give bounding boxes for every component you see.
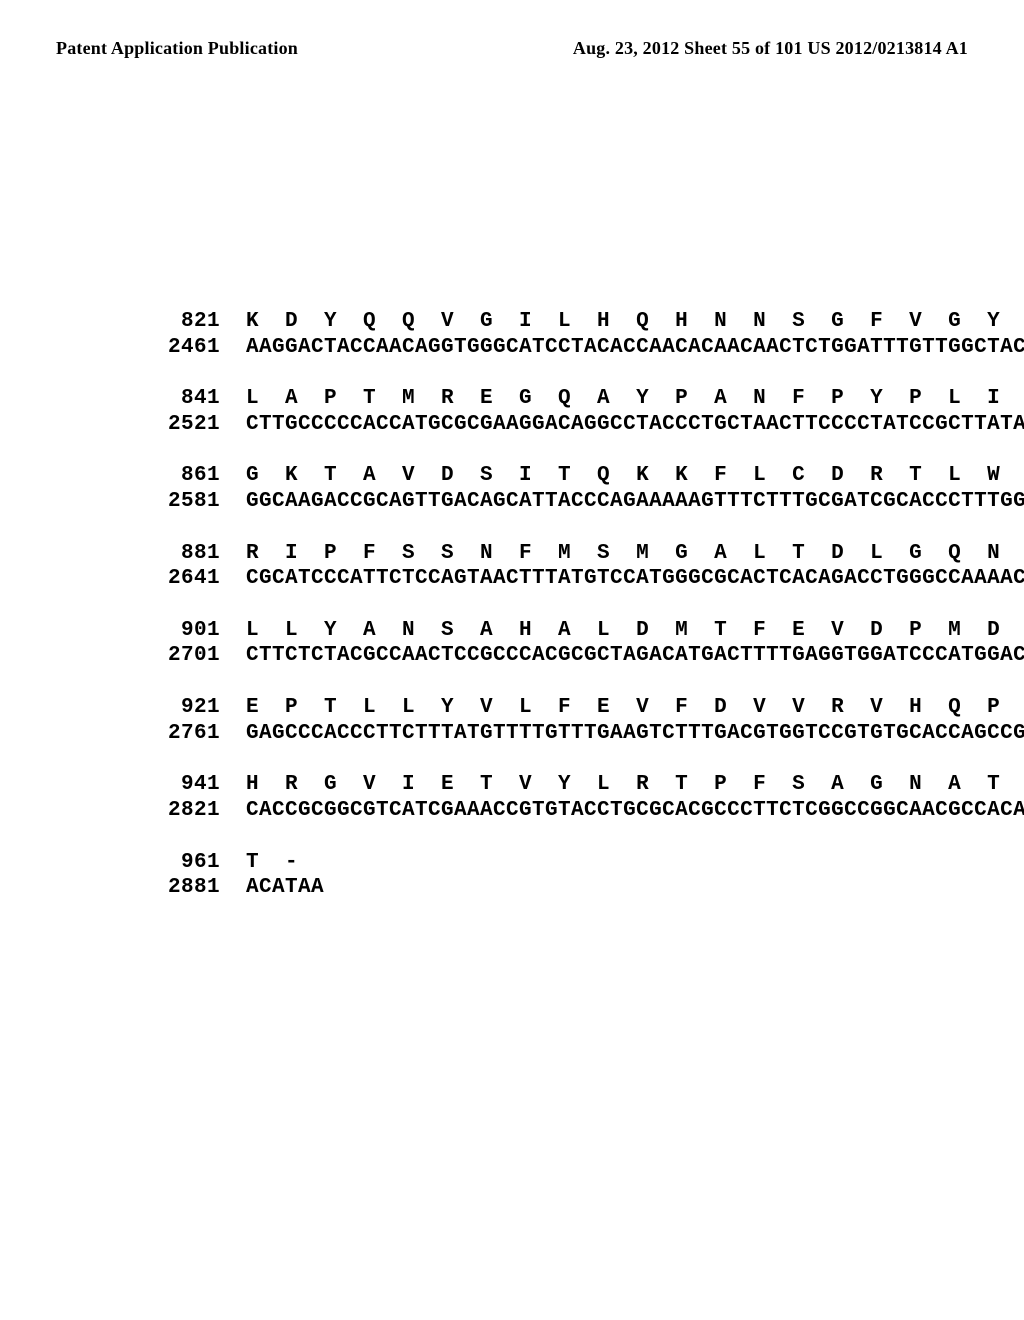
sequence-block: 861 G K T A V D S I T Q K K F L C D R T …: [0, 463, 1024, 514]
aa-sequence: H R G V I E T V Y L R T P F S A G N A T: [220, 773, 1000, 796]
dna-row: 2581 GGCAAGACCGCAGTTGACAGCATTACCCAGAAAAA…: [0, 489, 1024, 515]
dna-sequence: ACATAA: [220, 876, 324, 899]
amino-acid-row: 821 K D Y Q Q V G I L H Q H N N S G F V …: [0, 309, 1024, 335]
aa-sequence: L A P T M R E G Q A Y P A N F P Y P L I: [220, 387, 1000, 410]
dna-row: 2881 ACATAA: [0, 875, 1024, 901]
sequence-block: 821 K D Y Q Q V G I L H Q H N N S G F V …: [0, 309, 1024, 360]
sequence-block: 881 R I P F S S N F M S M G A L T D L G …: [0, 541, 1024, 592]
dna-row: 2461 AAGGACTACCAACAGGTGGGCATCCTACACCAACA…: [0, 335, 1024, 361]
sequence-block: 941 H R G V I E T V Y L R T P F S A G N …: [0, 772, 1024, 823]
dna-index: 2581: [150, 489, 220, 515]
dna-row: 2701 CTTCTCTACGCCAACTCCGCCCACGCGCTAGACAT…: [0, 643, 1024, 669]
dna-index: 2521: [150, 412, 220, 438]
aa-sequence: K D Y Q Q V G I L H Q H N N S G F V G Y: [220, 310, 1000, 333]
aa-index: 961: [150, 850, 220, 876]
dna-sequence: CACCGCGGCGTCATCGAAACCGTGTACCTGCGCACGCCCT…: [220, 799, 1024, 822]
amino-acid-row: 941 H R G V I E T V Y L R T P F S A G N …: [0, 772, 1024, 798]
dna-row: 2821 CACCGCGGCGTCATCGAAACCGTGTACCTGCGCAC…: [0, 798, 1024, 824]
dna-index: 2761: [150, 721, 220, 747]
amino-acid-row: 961 T -: [0, 850, 1024, 876]
dna-sequence: GGCAAGACCGCAGTTGACAGCATTACCCAGAAAAAGTTTC…: [220, 490, 1024, 513]
aa-index: 941: [150, 772, 220, 798]
amino-acid-row: 861 G K T A V D S I T Q K K F L C D R T …: [0, 463, 1024, 489]
page-header: Patent Application Publication Aug. 23, …: [0, 0, 1024, 59]
dna-sequence: CTTCTCTACGCCAACTCCGCCCACGCGCTAGACATGACTT…: [220, 644, 1024, 667]
sequence-block: 921 E P T L L Y V L F E V F D V V R V H …: [0, 695, 1024, 746]
amino-acid-row: 881 R I P F S S N F M S M G A L T D L G …: [0, 541, 1024, 567]
aa-sequence: L L Y A N S A H A L D M T F E V D P M D: [220, 619, 1000, 642]
aa-sequence: R I P F S S N F M S M G A L T D L G Q N: [220, 542, 1000, 565]
dna-index: 2881: [150, 875, 220, 901]
aa-sequence: E P T L L Y V L F E V F D V V R V H Q P: [220, 696, 1000, 719]
aa-sequence: G K T A V D S I T Q K K F L C D R T L W: [220, 464, 1000, 487]
aa-index: 901: [150, 618, 220, 644]
dna-index: 2641: [150, 566, 220, 592]
aa-sequence: T -: [220, 851, 298, 874]
aa-index: 881: [150, 541, 220, 567]
aa-index: 841: [150, 386, 220, 412]
dna-sequence: AAGGACTACCAACAGGTGGGCATCCTACACCAACACAACA…: [220, 336, 1024, 359]
dna-row: 2641 CGCATCCCATTCTCCAGTAACTTTATGTCCATGGG…: [0, 566, 1024, 592]
dna-sequence: CTTGCCCCCACCATGCGCGAAGGACAGGCCTACCCTGCTA…: [220, 413, 1024, 436]
aa-index: 861: [150, 463, 220, 489]
sequence-block: 841 L A P T M R E G Q A Y P A N F P Y P …: [0, 386, 1024, 437]
sequence-block: 961 T -2881 ACATAA: [0, 850, 1024, 901]
dna-row: 2521 CTTGCCCCCACCATGCGCGAAGGACAGGCCTACCC…: [0, 412, 1024, 438]
aa-index: 921: [150, 695, 220, 721]
amino-acid-row: 901 L L Y A N S A H A L D M T F E V D P …: [0, 618, 1024, 644]
amino-acid-row: 841 L A P T M R E G Q A Y P A N F P Y P …: [0, 386, 1024, 412]
sequence-block: 901 L L Y A N S A H A L D M T F E V D P …: [0, 618, 1024, 669]
amino-acid-row: 921 E P T L L Y V L F E V F D V V R V H …: [0, 695, 1024, 721]
dna-index: 2701: [150, 643, 220, 669]
dna-sequence: GAGCCCACCCTTCTTTATGTTTTGTTTGAAGTCTTTGACG…: [220, 722, 1024, 745]
dna-row: 2761 GAGCCCACCCTTCTTTATGTTTTGTTTGAAGTCTT…: [0, 721, 1024, 747]
header-right: Aug. 23, 2012 Sheet 55 of 101 US 2012/02…: [573, 38, 968, 59]
sequence-listing: 821 K D Y Q Q V G I L H Q H N N S G F V …: [0, 59, 1024, 901]
dna-index: 2821: [150, 798, 220, 824]
aa-index: 821: [150, 309, 220, 335]
dna-index: 2461: [150, 335, 220, 361]
dna-sequence: CGCATCCCATTCTCCAGTAACTTTATGTCCATGGGCGCAC…: [220, 567, 1024, 590]
header-left: Patent Application Publication: [56, 38, 298, 59]
